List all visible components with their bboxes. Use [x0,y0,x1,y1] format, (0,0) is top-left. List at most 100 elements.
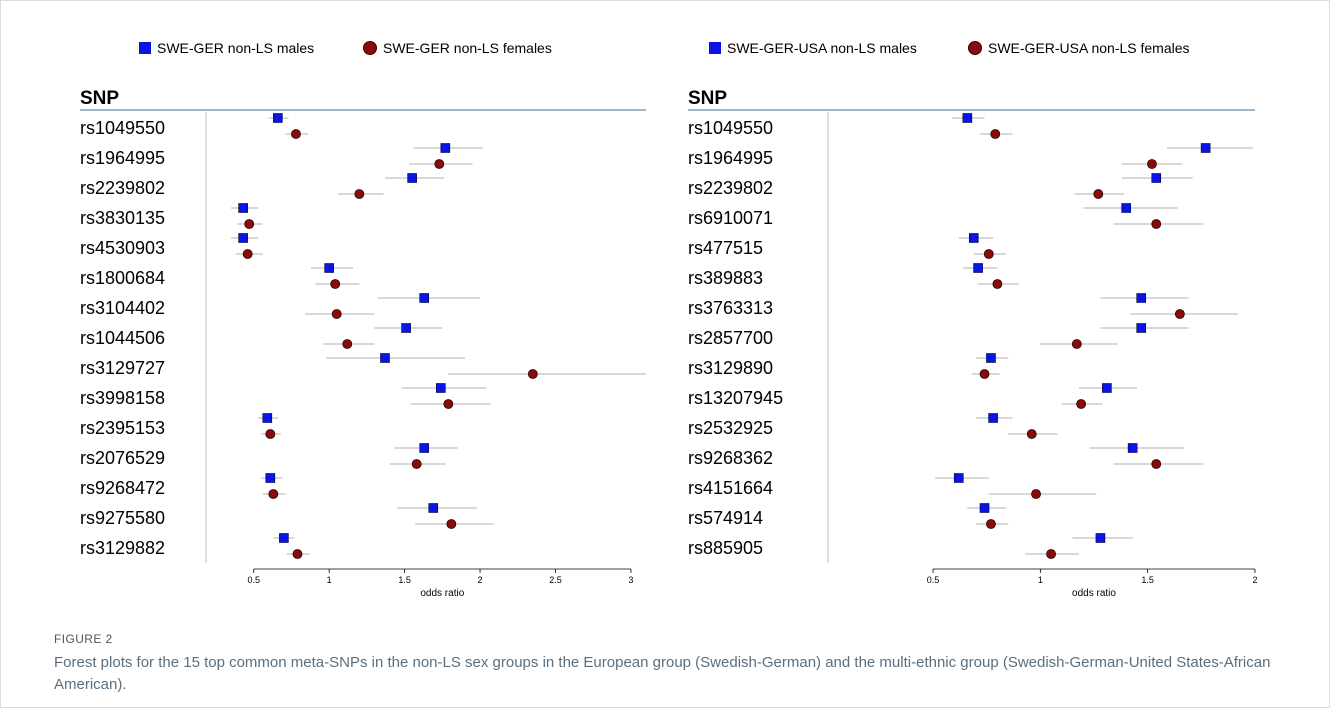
legend: SWE-GER non-LS males SWE-GER non-LS femal… [139,40,552,56]
point-male [419,443,430,453]
point-female [331,309,342,319]
point-female [1174,309,1185,319]
point-male [279,533,289,543]
point-female [342,339,353,349]
snp-label: rs3830135 [80,208,165,228]
point-female [242,249,253,259]
point-female [1071,339,1082,349]
point-male [265,473,276,483]
point-female [411,459,422,469]
x-tick-label: 1.5 [398,575,411,585]
x-tick-label: 2.5 [549,575,562,585]
legend-female-label: SWE-GER non-LS females [383,40,552,56]
snp-label: rs2076529 [80,448,165,468]
snp-label: rs2239802 [80,178,165,198]
point-female [434,159,445,169]
legend-male-label: SWE-GER non-LS males [157,40,314,56]
forest-panel-1: SWE-GER non-LS males SWE-GER non-LS femal… [80,40,646,599]
point-male [436,383,446,393]
point-female [1147,159,1157,169]
snp-label: rs477515 [688,238,763,258]
forest-panel-2: SWE-GER-USA non-LS males SWE-GER-USA non-… [688,40,1258,599]
snp-label: rs9268472 [80,478,165,498]
snp-label: rs3763313 [688,298,773,318]
point-female [992,279,1003,289]
snp-label: rs1049550 [688,118,773,138]
point-male [238,233,248,243]
point-female [446,519,457,529]
snp-label: rs2239802 [688,178,773,198]
point-female [1151,459,1162,469]
point-female [990,129,1001,139]
x-tick-label: 0.5 [927,575,940,585]
point-female [1093,189,1104,199]
snp-label: rs574914 [688,508,763,528]
point-male [262,413,273,423]
point-female [983,249,994,259]
point-male [401,323,411,333]
snp-label: rs9268362 [688,448,773,468]
snp-label: rs2857700 [688,328,773,348]
legend-male-marker [709,42,721,54]
point-male [973,263,983,273]
snp-label: rs1964995 [688,148,773,168]
point-female [1076,399,1087,409]
point-male [968,233,979,243]
point-male [407,173,417,183]
point-male [273,113,283,123]
point-female [268,489,279,499]
point-female [1031,489,1041,499]
x-tick-label: 3 [628,575,633,585]
snp-label: rs1964995 [80,148,165,168]
point-male [1102,383,1112,393]
point-male [1136,323,1147,333]
snp-label: rs1800684 [80,268,165,288]
snp-label: rs4530903 [80,238,165,258]
point-male [986,353,996,363]
snp-label: rs2532925 [688,418,773,438]
legend-female-marker [968,41,982,55]
x-tick-label: 0.5 [247,575,260,585]
figure-caption: Forest plots for the 15 top common meta-… [54,654,1271,693]
point-male [1136,293,1147,303]
point-male [1151,173,1162,183]
point-female [527,369,538,379]
snp-label: rs1049550 [80,118,165,138]
snp-label: rs3129727 [80,358,165,378]
snp-label: rs4151664 [688,478,773,498]
point-male [324,263,334,273]
point-female [292,549,303,559]
snp-label: rs6910071 [688,208,773,228]
point-male [428,503,439,513]
snp-label: rs885905 [688,538,763,558]
point-male [988,413,998,423]
x-tick-label: 1.5 [1141,575,1154,585]
point-female [291,129,301,139]
point-female [1026,429,1037,439]
point-female [443,399,454,409]
point-male [419,293,430,303]
legend: SWE-GER-USA non-LS males SWE-GER-USA non-… [709,40,1190,56]
snp-label: rs13207945 [688,388,783,408]
figure-label: FIGURE 2 [54,632,113,646]
x-axis-title: odds ratio [1072,588,1116,599]
point-female [979,369,990,379]
point-female [354,189,365,199]
point-male [1127,443,1138,453]
legend-female-label: SWE-GER-USA non-LS females [988,40,1190,56]
snp-label: rs3998158 [80,388,165,408]
legend-male-marker [139,42,151,54]
point-female [1046,549,1056,559]
point-female [265,429,276,439]
legend-female-marker [363,41,377,55]
point-male [238,203,248,213]
point-male [1200,143,1211,153]
point-male [1121,203,1131,213]
snp-label: rs3129890 [688,358,773,378]
point-female [244,219,255,229]
point-male [440,143,451,153]
snp-label: rs2395153 [80,418,165,438]
snp-label: rs1044506 [80,328,165,348]
point-male [380,353,390,363]
